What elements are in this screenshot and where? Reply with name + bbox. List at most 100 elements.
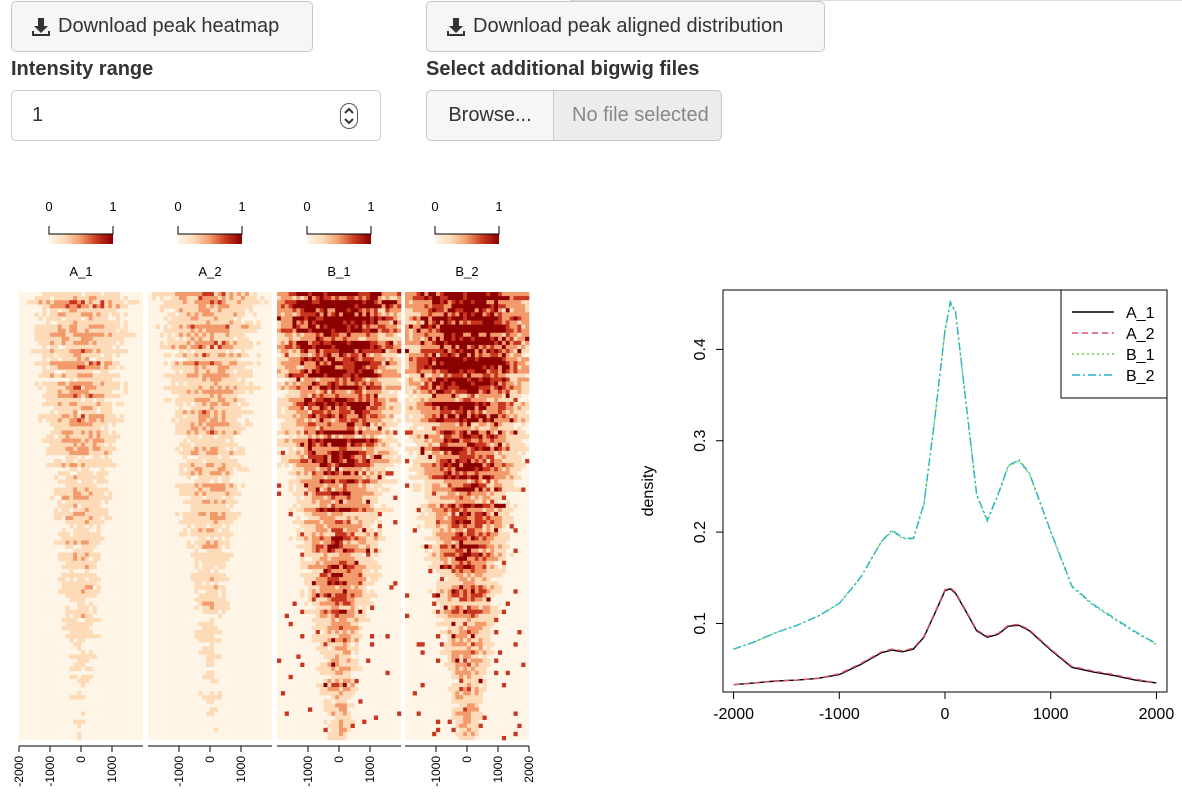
- heatmap-cell: [416, 292, 421, 297]
- heatmap-cell: [46, 332, 51, 338]
- heatmap-cell: [217, 344, 222, 350]
- heatmap-cell: [346, 552, 351, 558]
- heatmap-cell: [482, 304, 487, 309]
- heatmap-cell: [327, 442, 332, 448]
- heatmap-cell: [377, 377, 382, 382]
- heatmap-cell: [81, 422, 86, 427]
- heatmap-cell: [315, 487, 320, 492]
- heatmap-cell: [377, 357, 382, 362]
- heatmap-cell: [241, 361, 246, 366]
- heatmap-cell: [323, 332, 328, 338]
- heatmap-cell: [323, 540, 328, 545]
- heatmap-cell: [190, 528, 195, 533]
- heatmap-cell: [229, 332, 234, 338]
- heatmap-cell: [323, 442, 328, 448]
- heatmap-cell: [248, 381, 253, 386]
- heatmap-cell: [57, 332, 62, 338]
- intensity-range-input[interactable]: 1: [11, 90, 381, 141]
- heatmap-cell: [225, 401, 230, 407]
- heatmap-cell: [346, 304, 351, 309]
- heatmap-cell: [311, 536, 317, 541]
- heatmap-cell: [175, 389, 180, 395]
- heatmap-cell: [244, 401, 250, 407]
- heatmap-cell: [171, 418, 176, 423]
- heatmap-cell: [373, 516, 379, 521]
- heatmap-cell: [221, 540, 226, 545]
- heatmap-cell: [323, 471, 328, 476]
- heatmap-cell: [288, 385, 293, 391]
- heatmap-cell: [241, 467, 246, 472]
- heatmap-cell: [73, 426, 78, 431]
- heatmap-cell: [42, 361, 47, 366]
- heatmap-cell: [308, 422, 313, 427]
- heatmap-cell: [362, 328, 367, 334]
- heatmap-cell: [447, 308, 452, 313]
- heatmap-cell: [194, 552, 199, 558]
- heatmap-cell: [57, 426, 62, 431]
- heatmap-cell: [370, 385, 375, 391]
- heatmap-cell: [115, 393, 121, 399]
- heatmap-cell: [88, 340, 93, 346]
- heatmap-cell: [292, 454, 297, 460]
- heatmap-cell: [315, 491, 320, 496]
- heatmap-cell: [335, 621, 340, 627]
- download-heatmap-button[interactable]: Download peak heatmap: [11, 1, 313, 52]
- heatmap-cell: [210, 589, 215, 594]
- heatmap-cell: [358, 316, 363, 321]
- heatmap-cell: [115, 332, 121, 338]
- heatmap-cell: [308, 344, 313, 350]
- file-name-field[interactable]: No file selected: [553, 90, 722, 141]
- heatmap-cell: [190, 365, 195, 370]
- heatmap-cell: [354, 528, 359, 533]
- heatmap-cell: [217, 654, 222, 659]
- heatmap-cell: [77, 491, 82, 496]
- heatmap-cell: [73, 320, 78, 325]
- heatmap-cell: [319, 458, 324, 464]
- heatmap-cell: [46, 304, 51, 309]
- heatmap-cell: [300, 320, 305, 325]
- heatmap-cell: [377, 475, 382, 480]
- heatmap-cell: [186, 483, 191, 488]
- heatmap-cell: [65, 438, 70, 443]
- heatmap-cell: [377, 491, 382, 496]
- heatmap-cell: [323, 475, 328, 480]
- heatmap-cell: [323, 568, 328, 574]
- heatmap-cell: [319, 426, 324, 431]
- download-distribution-button[interactable]: Download peak aligned distribution: [426, 1, 825, 52]
- heatmap-cell: [342, 658, 348, 663]
- heatmap-cell: [323, 634, 328, 639]
- heatmap-cell: [225, 471, 230, 476]
- heatmap-cell: [61, 332, 66, 338]
- heatmap-cell: [304, 511, 309, 517]
- heatmap-cell: [397, 308, 402, 313]
- heatmap-cell: [233, 357, 238, 362]
- spinner-icon[interactable]: [340, 103, 358, 129]
- heatmap-cell: [284, 312, 289, 317]
- heatmap-cell: [296, 357, 301, 362]
- heatmap-cell: [350, 687, 355, 692]
- heatmap-cell: [277, 385, 282, 391]
- heatmap-cell: [104, 357, 109, 362]
- browse-button[interactable]: Browse...: [426, 90, 554, 141]
- heatmap-cell: [88, 593, 93, 598]
- heatmap-cell: [186, 422, 191, 427]
- heatmap-cell: [202, 536, 207, 541]
- heatmap-cell: [198, 621, 203, 627]
- heatmap-cell: [221, 320, 226, 325]
- heatmap-cell: [308, 585, 313, 590]
- heatmap-cell: [77, 414, 82, 419]
- heatmap-cell: [213, 495, 219, 501]
- heatmap-cell: [84, 617, 90, 623]
- heatmap-cell: [311, 385, 317, 391]
- heatmap-cell: [397, 324, 402, 329]
- heatmap-cell: [350, 410, 355, 415]
- heatmap-cell: [81, 475, 86, 480]
- heatmap-cell: [88, 491, 93, 496]
- heatmap-cell: [194, 308, 199, 313]
- heatmap-cell: [280, 369, 286, 374]
- heatmap-cell: [389, 365, 394, 370]
- heatmap-cell: [339, 691, 344, 696]
- heatmap-cell: [65, 634, 70, 639]
- heatmap-cell: [81, 662, 86, 667]
- heatmap-cell: [88, 385, 93, 391]
